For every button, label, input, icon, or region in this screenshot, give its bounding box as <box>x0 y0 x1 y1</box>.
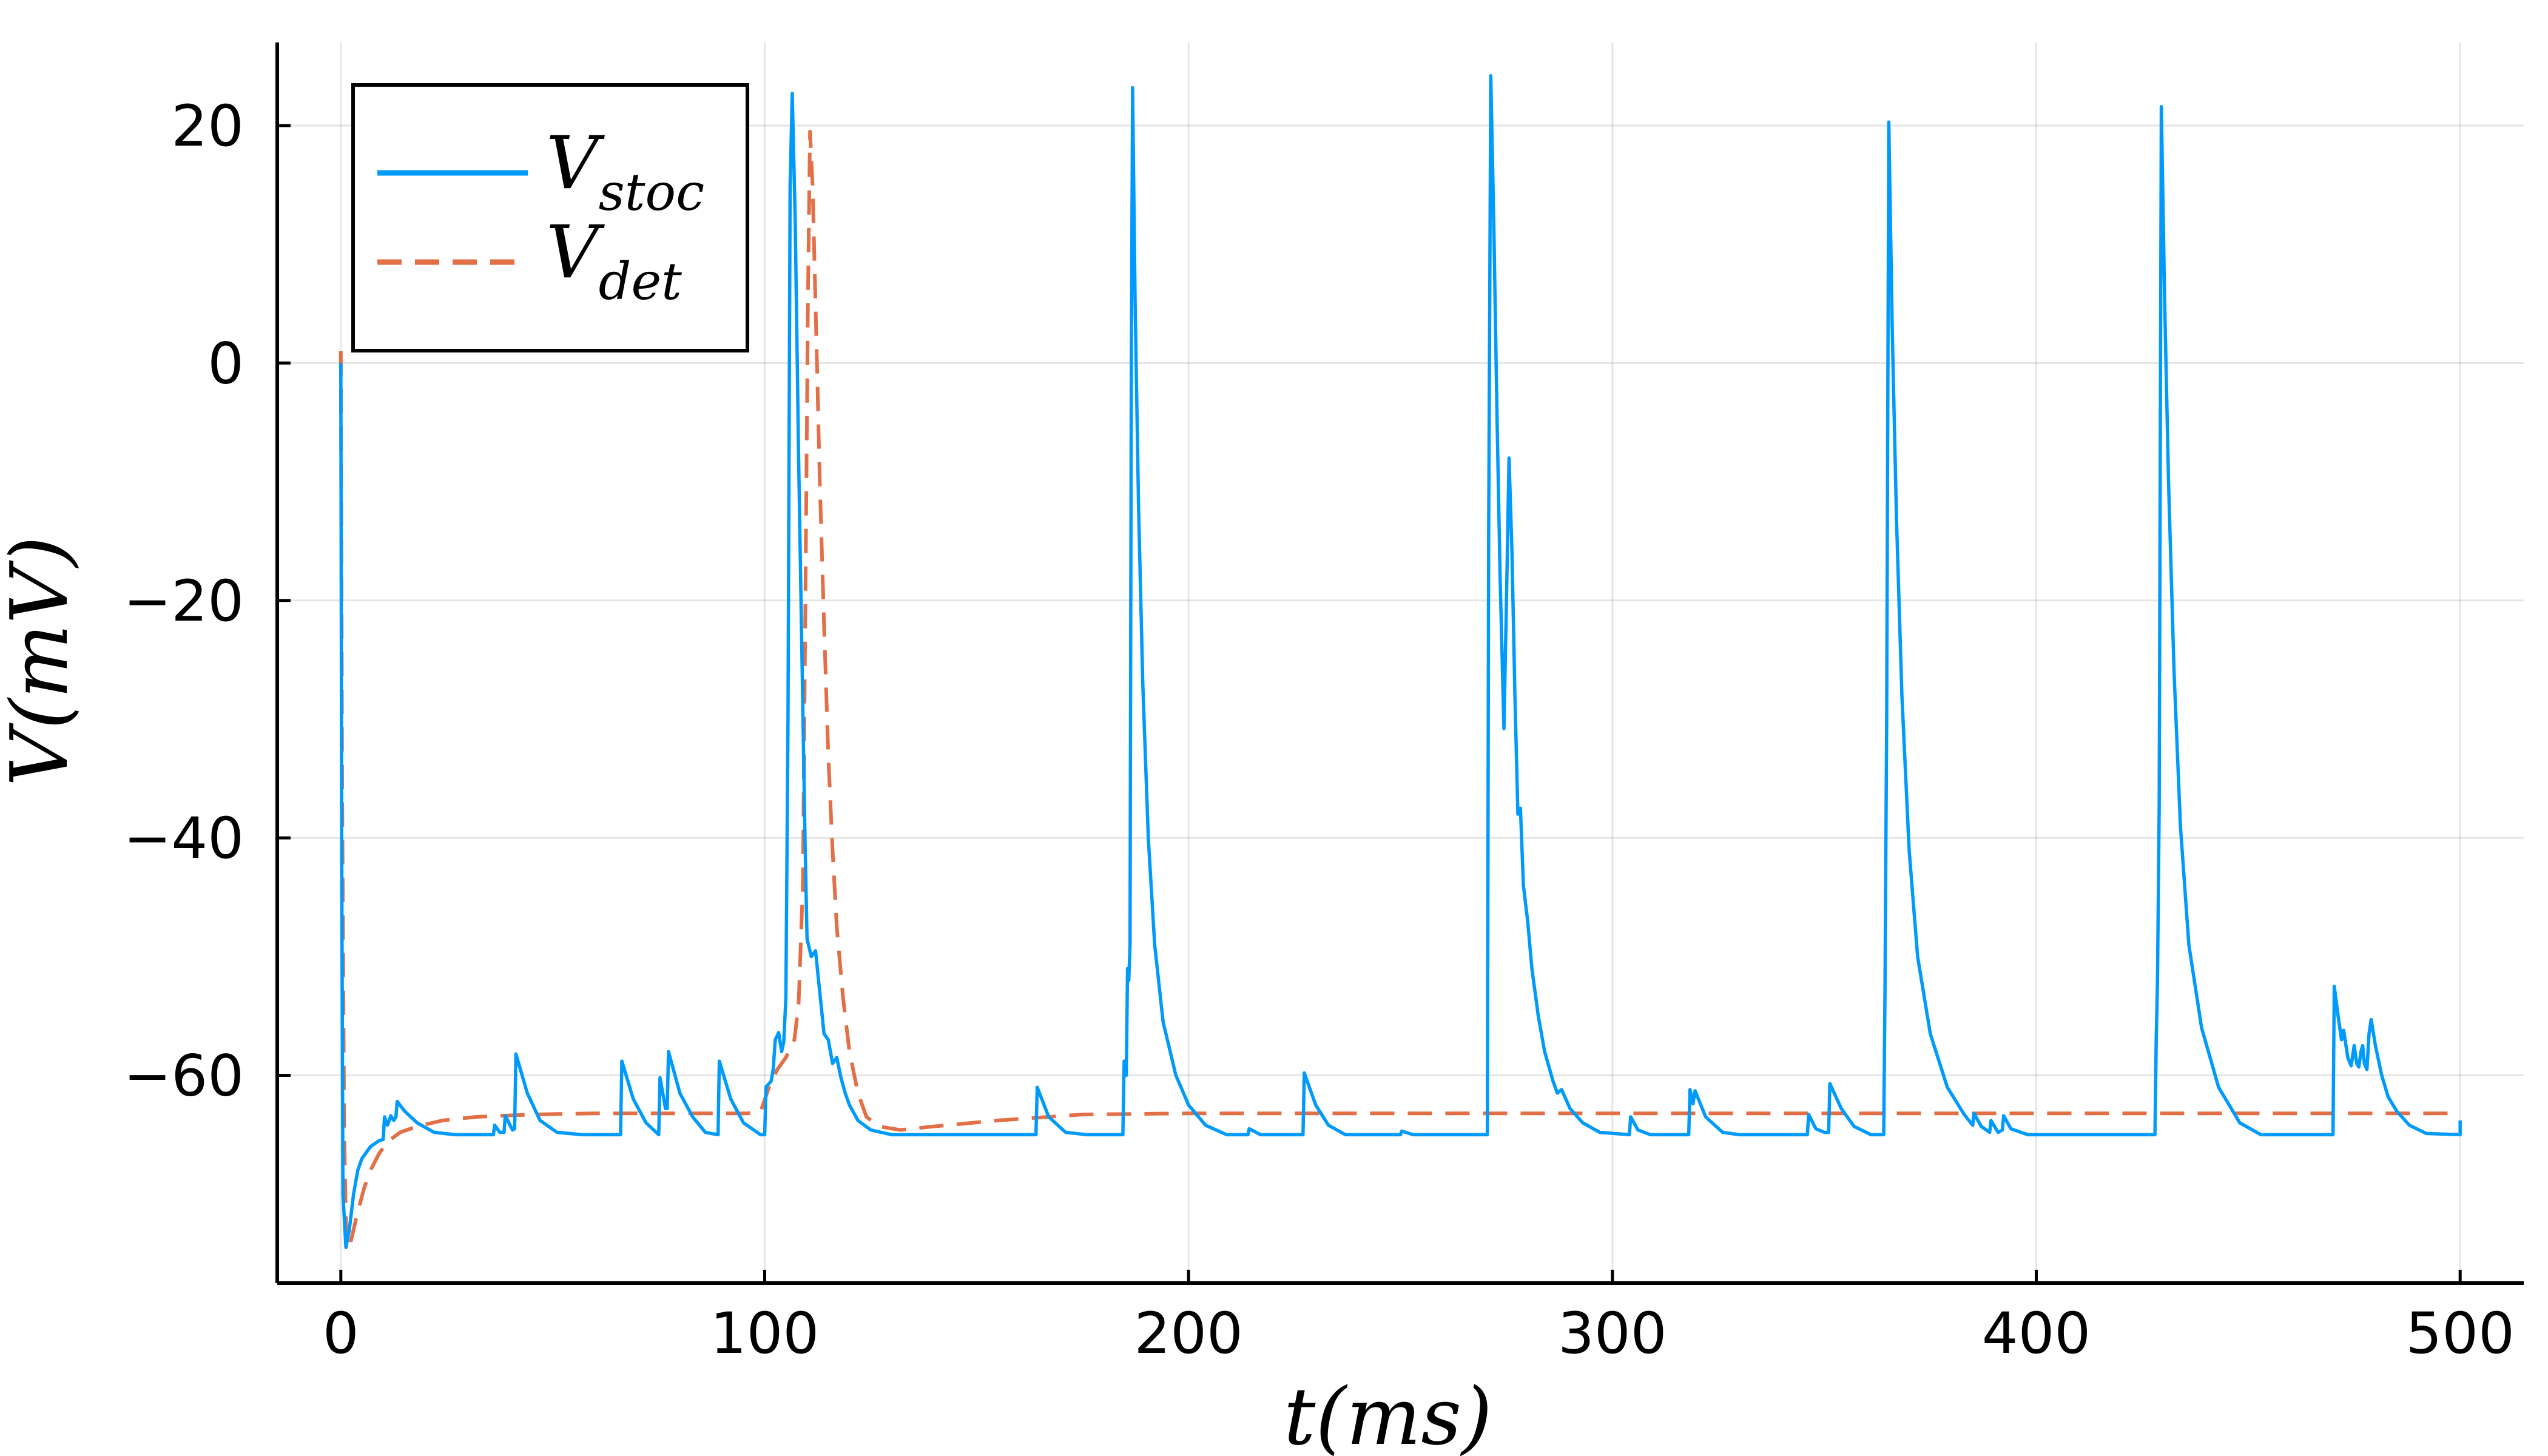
legend-label-stoc: Vstoc <box>546 121 704 222</box>
y-tick-label-20: 20 <box>171 93 244 160</box>
x-axis-label: t(ms) <box>1284 1370 1492 1456</box>
x-tick-label-0: 0 <box>323 1301 359 1367</box>
legend-box <box>351 83 749 352</box>
x-tick-label-200: 200 <box>1134 1301 1242 1367</box>
x-tick-label-300: 300 <box>1558 1301 1667 1367</box>
x-tick-label-500: 500 <box>2405 1301 2514 1367</box>
legend-label-det: Vdet <box>546 211 682 311</box>
x-tick-label-400: 400 <box>1982 1301 2091 1367</box>
legend-label-stoc-sub: stoc <box>599 163 704 222</box>
y-axis-label: V(mV) <box>0 536 86 786</box>
y-tick-label--60: −60 <box>124 1043 244 1110</box>
series-lines <box>339 74 2462 1250</box>
legend-label-det-main: V <box>546 211 605 295</box>
y-tick-label--40: −40 <box>124 806 244 872</box>
y-tick-label-0: 0 <box>207 331 244 397</box>
series-line-det <box>339 129 2461 1250</box>
legend-label-det-sub: det <box>599 252 682 311</box>
legend: Vstoc Vdet <box>351 83 749 352</box>
x-tick-label-100: 100 <box>710 1301 819 1367</box>
y-tick-label--20: −20 <box>124 568 244 635</box>
legend-label-stoc-main: V <box>546 121 605 206</box>
series-line-stoc <box>339 74 2462 1250</box>
axes <box>275 42 2524 1285</box>
